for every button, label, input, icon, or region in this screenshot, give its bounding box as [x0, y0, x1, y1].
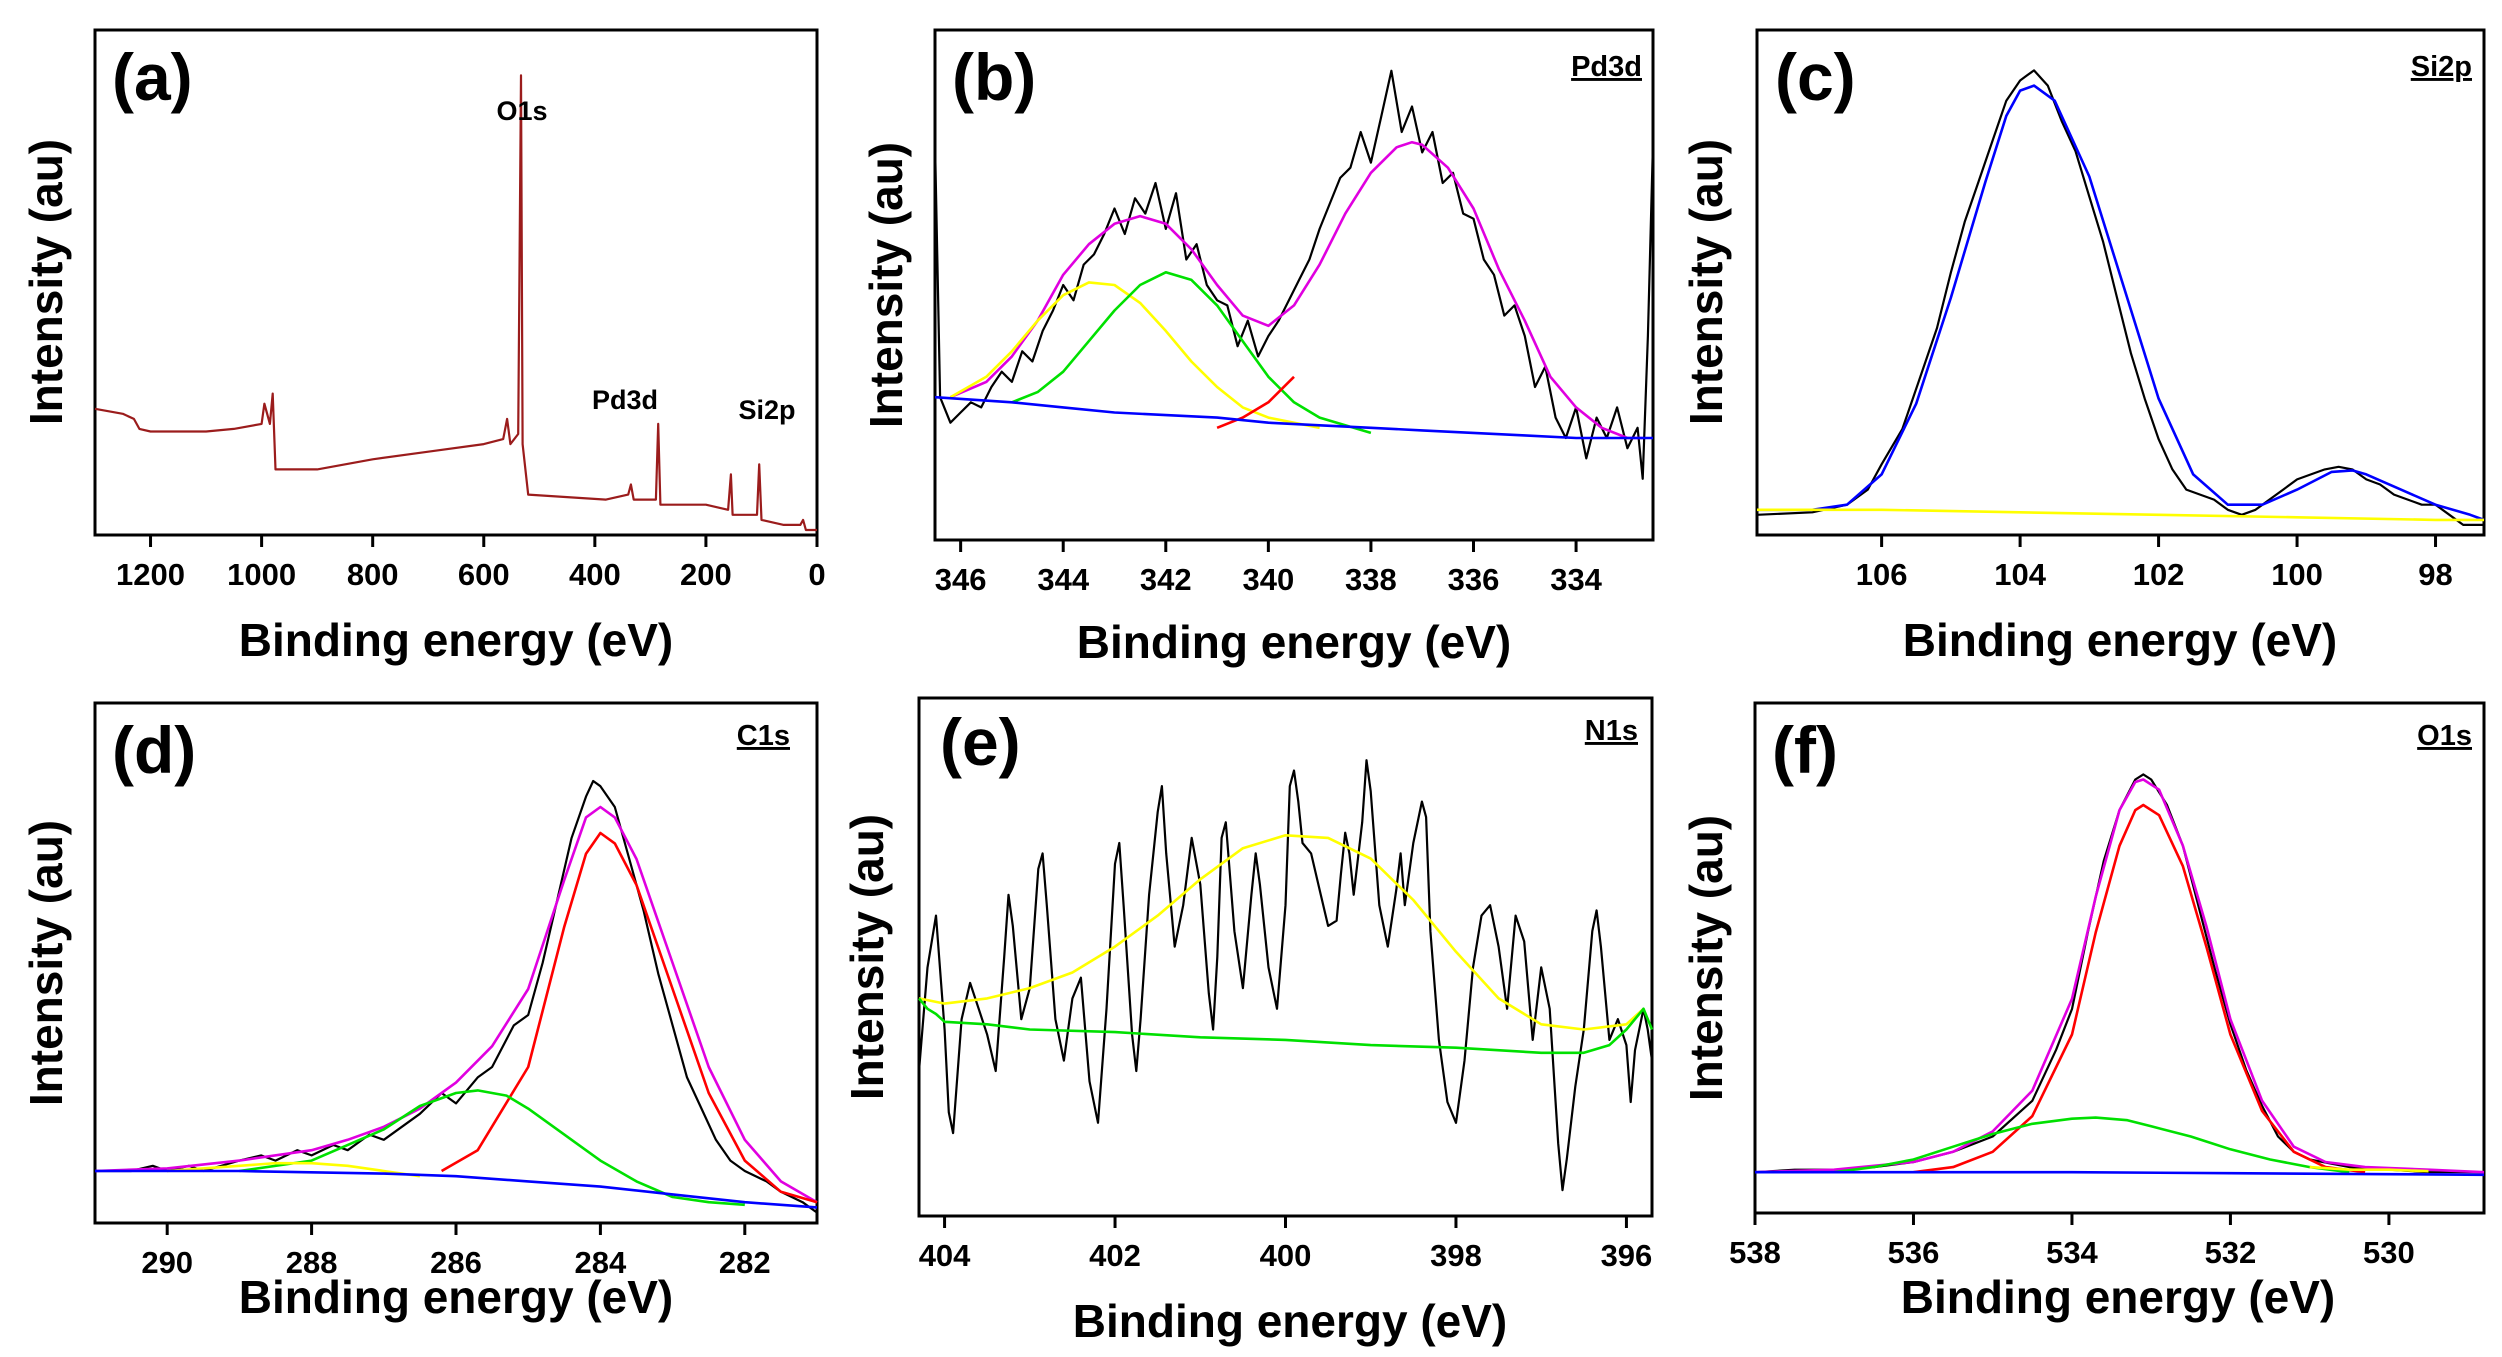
- x-tick-label: 534: [2046, 1235, 2098, 1270]
- x-tick-label: 98: [2418, 557, 2452, 592]
- x-tick-label: 400: [569, 557, 621, 592]
- x-tick-label: 346: [935, 562, 987, 597]
- corner-label: C1s: [737, 720, 790, 752]
- plot-frame: [1755, 28, 2486, 537]
- panel-label: (f): [1772, 713, 1838, 787]
- series-raw: [95, 779, 818, 1214]
- series-fit-3: [2309, 1165, 2429, 1173]
- series-fit-2: [1834, 1116, 2350, 1174]
- x-axis-title: Binding energy (eV): [1901, 1271, 2335, 1323]
- x-tick-label: 532: [2205, 1235, 2257, 1270]
- x-tick-label: 800: [347, 557, 399, 592]
- x-tick-label: 334: [1550, 562, 1602, 597]
- x-tick-label: 282: [719, 1245, 771, 1280]
- x-axis-title: Binding energy (eV): [1903, 614, 2337, 666]
- x-axis-title: Binding energy (eV): [239, 1271, 673, 1323]
- x-tick-label: 200: [680, 557, 732, 592]
- peak-label-o1s: O1s: [496, 96, 547, 126]
- x-tick-label: 398: [1430, 1238, 1482, 1273]
- y-axis-title: Intensity (au): [20, 820, 72, 1106]
- x-tick-label: 290: [141, 1245, 193, 1280]
- series-fit-peak: [918, 833, 1645, 1031]
- series-baseline: [917, 997, 1654, 1055]
- series-baseline: [1757, 508, 2484, 522]
- x-tick-label: 336: [1448, 562, 1500, 597]
- x-tick-label: 286: [430, 1245, 482, 1280]
- y-axis-title: Intensity (au): [1680, 139, 1732, 425]
- panel-label: (a): [112, 40, 193, 114]
- series-raw: [933, 69, 1655, 480]
- series-raw: [1754, 773, 2484, 1174]
- x-tick-label: 288: [286, 1245, 338, 1280]
- panel-f: 538 536 534 532 530 (f) O1s Binding energy (…: [1680, 701, 2486, 1323]
- series-envelope: [94, 805, 818, 1204]
- x-tick-label: 342: [1140, 562, 1192, 597]
- x-tick-label: 600: [458, 557, 510, 592]
- x-tick-label: 400: [1260, 1238, 1312, 1273]
- corner-label: N1s: [1585, 715, 1638, 747]
- series-raw: [917, 759, 1654, 1192]
- y-axis-title: Intensity (au): [1680, 815, 1732, 1101]
- peak-label-si2p: Si2p: [738, 395, 795, 425]
- x-axis-title: Binding energy (eV): [239, 614, 673, 666]
- x-tick-label: 536: [1888, 1235, 1940, 1270]
- plot-frame: [93, 28, 819, 537]
- x-tick-label: 344: [1037, 562, 1089, 597]
- series-fit-3: [1216, 375, 1295, 430]
- series-baseline: [95, 1169, 818, 1209]
- series-envelope: [1754, 778, 2485, 1174]
- x-tick-label: 102: [2133, 557, 2185, 592]
- x-tick-label: 106: [1856, 557, 1908, 592]
- x-tick-label: 0: [808, 557, 825, 592]
- series-fit-2: [1011, 270, 1372, 435]
- corner-label: O1s: [2417, 720, 2472, 752]
- panel-label: (e): [940, 705, 1021, 779]
- y-axis-title: Intensity (au): [860, 142, 912, 428]
- x-tick-label: 404: [919, 1238, 971, 1273]
- series-fit-1: [949, 281, 1320, 430]
- panel-d: 290 288 286 284 282 (d) C1s Binding energy (…: [20, 701, 819, 1323]
- panel-a: 1200 1000 800 600 400 200 0 (a) O1s Pd3d Si2p …: [20, 28, 826, 666]
- series-fit-1: [440, 831, 818, 1204]
- y-axis-title: Intensity (au): [841, 814, 893, 1100]
- x-tick-label: 340: [1242, 562, 1294, 597]
- series-fit: [1757, 84, 2485, 522]
- x-tick-label: 100: [2271, 557, 2323, 592]
- plot-frame: [93, 701, 819, 1225]
- panel-b: 346 344 342 340 338 336 334 (b) Pd3d Binding e…: [860, 28, 1655, 668]
- panel-label: (b): [952, 40, 1036, 114]
- series-fit-2: [239, 1089, 745, 1207]
- peak-label-pd3d: Pd3d: [592, 385, 658, 415]
- series-fit-1: [1913, 803, 2366, 1174]
- x-tick-label: 1000: [227, 557, 296, 592]
- corner-label: Pd3d: [1571, 51, 1642, 83]
- x-tick-label: 402: [1089, 1238, 1141, 1273]
- panel-label: (c): [1775, 40, 1856, 114]
- x-axis-title: Binding energy (eV): [1073, 1295, 1507, 1347]
- x-axis-title: Binding energy (eV): [1077, 616, 1511, 668]
- panel-e: 404 402 400 398 396 (e) N1s Binding energy (…: [841, 696, 1654, 1347]
- series-baseline: [934, 395, 1653, 440]
- x-tick-label: 104: [1994, 557, 2046, 592]
- series-raw: [1756, 69, 2484, 527]
- y-axis-title: Intensity (au): [20, 139, 72, 425]
- x-tick-label: 338: [1345, 562, 1397, 597]
- series-fit-3: [167, 1161, 421, 1178]
- series-baseline: [1755, 1170, 2485, 1177]
- x-tick-label: 538: [1729, 1235, 1781, 1270]
- plot-frame: [1753, 701, 2486, 1215]
- plot-frame: [933, 28, 1655, 542]
- x-tick-label: 284: [575, 1245, 627, 1280]
- corner-label: Si2p: [2411, 51, 2472, 83]
- x-tick-label: 396: [1601, 1238, 1653, 1273]
- panel-c: 106 104 102 100 98 (c) Si2p Binding energy (…: [1680, 28, 2486, 666]
- series-survey: [94, 74, 817, 532]
- x-tick-label: 1200: [116, 557, 185, 592]
- panel-label: (d): [112, 713, 196, 787]
- x-tick-label: 530: [2363, 1235, 2415, 1270]
- plot-frame: [917, 696, 1654, 1218]
- series-envelope: [949, 140, 1643, 440]
